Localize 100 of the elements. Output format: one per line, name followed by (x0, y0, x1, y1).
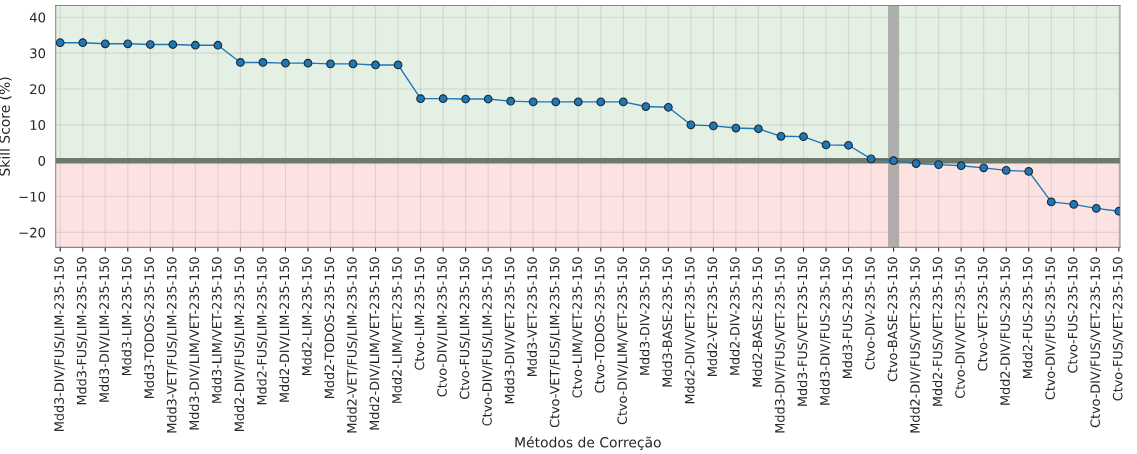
point (303, 58, 313, 68)
x-tick-label: Mdd2-DIV/LIM/VET-235-150 (369, 257, 381, 430)
point (551, 97, 561, 107)
x-tick-label: Ctvo-VET/FUS/LIM-235-150 (549, 257, 561, 428)
x-tick-label: Mdd2-DIV/FUS/VET-235-150 (909, 257, 921, 433)
x-tick-label: Mdd3-VET-235-150 (527, 257, 537, 376)
x-tick-label: Mdd3-DIV/LIM/VET-235-150 (189, 257, 201, 430)
x-tick-label: Mdd3-DIV-235-150 (639, 257, 650, 375)
point (1001, 165, 1011, 175)
point (776, 131, 786, 141)
y-tick-label: −20 (19, 227, 46, 238)
y-tick-label: 40 (29, 12, 46, 23)
point (145, 40, 155, 49)
point (731, 123, 741, 133)
x-tick-label: Ctvo-BASE-235-150 (887, 257, 898, 382)
x-tick-label: Mdd2-LIM/VET-235-150 (391, 257, 403, 403)
point (1091, 203, 1101, 213)
point (889, 156, 898, 166)
x-tick-label: Mdd2-FUS/LIM-235-150 (256, 257, 268, 405)
point (123, 39, 133, 49)
x-tick-label: Mdd2-FUS/VET-235-150 (932, 257, 944, 406)
x-tick-label: Mdd2-FUS-235-150 (1022, 257, 1033, 378)
point (78, 38, 88, 48)
x-axis-title: Métodos de Correção (515, 436, 661, 451)
x-tick-label: Ctvo-DIV/FUS-235-150 (1045, 257, 1056, 400)
x-tick-label: Mdd2-DIV/VET-235-150 (684, 257, 696, 404)
x-tick-label: Mdd2-DIV/LIM-235-150 (279, 257, 291, 402)
point (326, 59, 335, 69)
point (956, 161, 966, 171)
x-tick-label: Mdd3-FUS/LIM-235-150 (76, 257, 88, 405)
point (348, 59, 358, 69)
x-tick-label: Ctvo-DIV/LIM-235-150 (437, 257, 448, 397)
x-tick-label: Mdd2-DIV/FUS-235-150 (1000, 257, 1011, 405)
point (190, 40, 200, 50)
point (821, 140, 831, 150)
x-tick-label: Ctvo-DIV-235-150 (865, 257, 875, 370)
y-tick-label: 30 (30, 48, 46, 59)
y-axis-title: Skill Score (%) (0, 77, 12, 176)
point (641, 102, 651, 111)
x-tick-label: Mdd3-DIV/LIM-235-150 (99, 257, 110, 402)
point (213, 40, 223, 50)
point (1046, 197, 1056, 207)
x-tick-label: Mdd2-VET-235-150 (707, 257, 718, 376)
x-tick-label: Mdd3-DIV/VET-235-150 (504, 257, 516, 404)
x-tick-label: Mdd2-BASE-235-150 (752, 257, 763, 387)
x-tick-label: Ctvo-DIV/FUS/LIM-235-150 (482, 257, 493, 426)
x-tick-label: Ctvo-FUS-235-150 (1067, 257, 1078, 373)
point (663, 102, 673, 112)
x-tick-label: Ctvo-VET-235-150 (977, 257, 988, 371)
x-tick-label: Ctvo-DIV/VET-235-150 (955, 257, 966, 399)
x-tick-label: Ctvo-DIV/LIM/VET-235-150 (617, 257, 629, 425)
y-tick-label: 10 (30, 120, 46, 131)
point (506, 96, 516, 106)
x-tick-label: Mdd3-TODOS-235-150 (144, 257, 155, 398)
point (799, 132, 808, 142)
x-tick-label: Mdd3-DIV/FUS/LIM-235-150 (54, 257, 65, 431)
point (844, 140, 853, 150)
point (483, 94, 493, 104)
x-tick-label: Mdd3-BASE-235-150 (662, 257, 673, 387)
point (55, 38, 65, 48)
x-tick-label: Ctvo-LIM/VET-235-150 (572, 257, 583, 398)
x-tick-label: Ctvo-DIV/FUS/VET-235-150 (1090, 257, 1102, 428)
x-tick-label: Mdd3-DIV/FUS-235-150 (819, 257, 831, 405)
y-tick-label: −10 (19, 191, 46, 202)
point (236, 58, 245, 67)
x-tick-label: Mdd2-LIM-235-150 (301, 257, 312, 376)
point (979, 163, 989, 173)
point (686, 120, 696, 130)
y-tick-label: 0 (38, 155, 46, 166)
x-tick-label: Mdd3-LIM-235-150 (121, 257, 132, 376)
point (1069, 200, 1079, 209)
point (281, 58, 290, 68)
point (911, 159, 921, 168)
x-tick-label: Ctvo-FUS/LIM-235-150 (459, 257, 471, 399)
y-tick-label: 20 (30, 84, 46, 95)
point (100, 39, 110, 49)
point (754, 124, 763, 134)
point (168, 40, 178, 49)
x-tick-label: Ctvo-TODOS-235-150 (594, 257, 605, 393)
x-tick-label: Mdd2-DIV/FUS/LIM-235-150 (234, 257, 246, 431)
x-tick-label: Mdd3-FUS-235-150 (842, 257, 853, 378)
point (618, 97, 628, 107)
point (866, 154, 876, 164)
point (258, 58, 268, 67)
x-tick-label: Mdd3-VET/FUS/LIM-235-150 (166, 257, 178, 433)
point (934, 160, 944, 169)
point (596, 97, 606, 107)
x-tick-label: Ctvo-FUS/VET-235-150 (1112, 257, 1124, 401)
point (709, 121, 718, 131)
x-tick-label: Mdd3-LIM/VET-235-150 (211, 257, 223, 403)
x-tick-label: Mdd2-TODOS-235-150 (324, 257, 335, 398)
point (438, 94, 448, 104)
point (461, 94, 471, 104)
x-tick-label: Ctvo-LIM-235-150 (414, 257, 425, 370)
point (393, 60, 403, 70)
x-tick-label: Mdd3-DIV/FUS/VET-235-150 (774, 257, 786, 433)
x-tick-label: Mdd3-FUS/VET-235-150 (797, 257, 809, 406)
point (1024, 167, 1034, 176)
x-tick-label: Mdd2-DIV-235-150 (729, 257, 740, 375)
x-tick-label: Mdd2-VET/FUS/LIM-235-150 (346, 257, 358, 433)
